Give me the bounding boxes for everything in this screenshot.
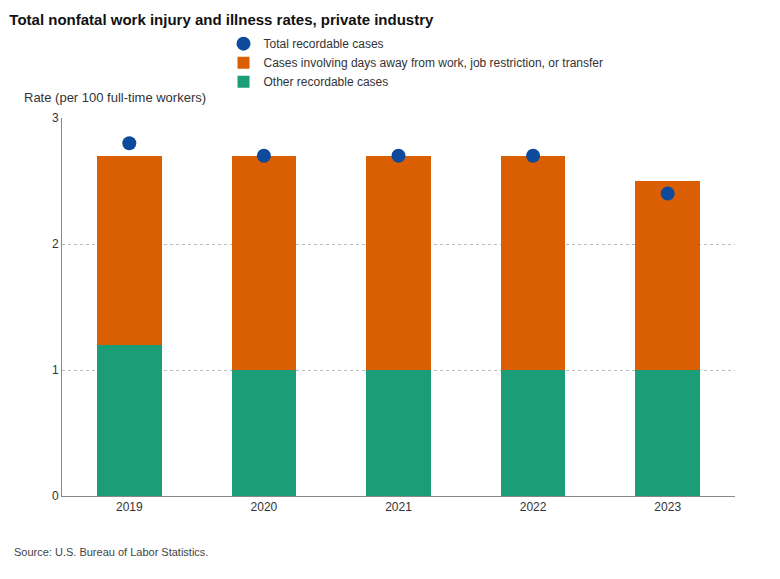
svg-text:2023: 2023 [654,500,681,514]
svg-text:Other recordable cases: Other recordable cases [264,75,389,89]
svg-text:Cases involving days away from: Cases involving days away from work, job… [264,56,603,70]
svg-text:0: 0 [52,489,59,503]
svg-text:3: 3 [52,111,59,125]
svg-text:Rate (per 100 full-time worker: Rate (per 100 full-time workers) [24,90,206,105]
svg-text:Source: U.S. Bureau of Labor S: Source: U.S. Bureau of Labor Statistics. [14,546,208,558]
svg-text:1: 1 [52,363,59,377]
svg-text:2: 2 [52,237,59,251]
svg-text:Total recordable cases: Total recordable cases [264,37,384,51]
svg-text:2021: 2021 [385,500,412,514]
svg-text:2020: 2020 [251,500,278,514]
svg-text:2019: 2019 [116,500,143,514]
svg-text:2022: 2022 [520,500,547,514]
svg-text:Total nonfatal work injury and: Total nonfatal work injury and illness r… [9,11,434,28]
